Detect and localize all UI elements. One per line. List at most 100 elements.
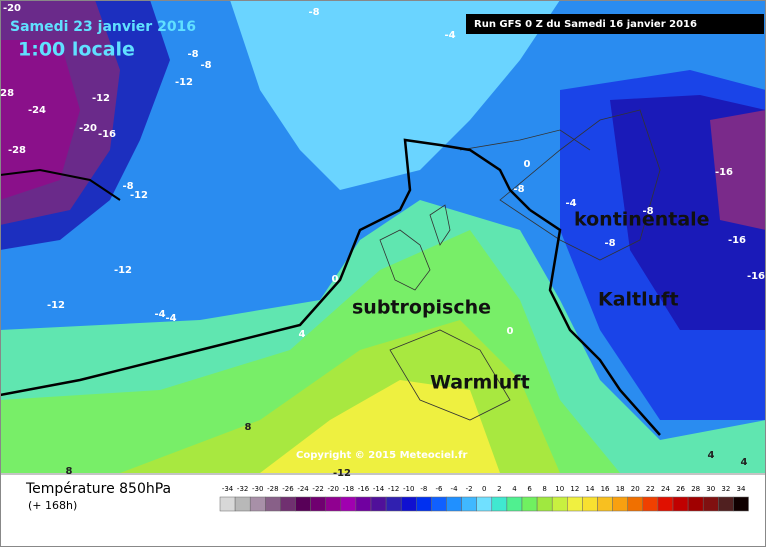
contour-label: -4 — [154, 309, 165, 320]
annotation: kontinentale — [574, 209, 710, 231]
legend-tick-label: 12 — [570, 485, 579, 493]
contour-label: -20 — [3, 3, 21, 14]
legend-swatch — [310, 496, 326, 512]
copyright: Copyright © 2015 Meteociel.fr — [296, 450, 467, 461]
contour-label: 0 — [524, 159, 531, 170]
legend-swatch — [461, 496, 477, 512]
contour-label: -4 — [444, 30, 455, 41]
legend-swatch — [687, 496, 704, 512]
contour-label: 0 — [507, 326, 514, 337]
contour-label: -8 — [122, 181, 133, 192]
contour-label: -16 — [747, 271, 765, 282]
legend-tick-label: -2 — [466, 485, 473, 493]
coastlines — [379, 109, 661, 421]
legend-tick-label: 8 — [542, 485, 546, 493]
contour-label: 4 — [741, 457, 748, 468]
legend-tick-label: 20 — [631, 485, 640, 493]
field-light — [230, 0, 560, 190]
legend-swatch — [733, 496, 749, 512]
run-box — [466, 14, 764, 34]
legend-tick-label: -32 — [237, 485, 248, 493]
legend-swatch — [597, 496, 613, 512]
legend-swatch — [325, 496, 342, 512]
legend-swatch — [582, 496, 598, 512]
legend-tick-label: 26 — [676, 485, 685, 493]
legend-subtitle: (+ 168h) — [28, 499, 77, 512]
contour-label: -12 — [114, 265, 132, 276]
legend-swatch — [385, 496, 402, 512]
legend-tick-label: -6 — [435, 485, 443, 493]
legend-tick-label: 6 — [527, 485, 532, 493]
contour-label: -4 — [565, 198, 576, 209]
contour-label: -28 — [0, 88, 14, 99]
legend-swatch — [657, 496, 674, 512]
contour-label: -4 — [165, 313, 176, 324]
contour-label: -8 — [187, 49, 198, 60]
legend-swatch — [355, 496, 372, 512]
zero-line-west — [0, 168, 121, 201]
front-line — [0, 138, 531, 397]
legend-swatch — [234, 496, 251, 512]
legend-tick-label: -24 — [297, 485, 309, 493]
legend-tick-label: -34 — [222, 485, 234, 493]
legend-swatch — [431, 496, 447, 512]
legend-swatch — [340, 496, 357, 512]
legend-swatch — [718, 496, 734, 512]
contour-label: -16 — [728, 235, 746, 246]
legend-title: Température 850hPa — [25, 481, 171, 497]
contour-label: -8 — [642, 206, 653, 217]
contour-label: -12 — [47, 300, 65, 311]
legend-tick-label: -4 — [451, 485, 459, 493]
contour-label: -8 — [513, 184, 524, 195]
contour-label: -12 — [175, 77, 193, 88]
contour-label: -12 — [92, 93, 110, 104]
legend-tick-label: 16 — [601, 485, 610, 493]
contour-label: -16 — [98, 129, 116, 140]
legend-swatch — [567, 496, 583, 512]
legend-tick-label: -20 — [328, 485, 339, 493]
contour-label: -16 — [715, 167, 733, 178]
legend-swatch — [612, 496, 628, 512]
field-warmest — [260, 380, 500, 473]
time-label: 1:00 locale — [18, 39, 135, 61]
legend-tick-label: 14 — [585, 485, 594, 493]
legend-tick-label: 22 — [646, 485, 655, 493]
legend-tick-label: -26 — [282, 485, 294, 493]
legend-swatch — [642, 496, 659, 512]
legend-swatch — [370, 496, 387, 512]
legend-tick-label: 4 — [512, 485, 517, 493]
legend-swatch — [280, 496, 296, 512]
legend-swatch — [702, 496, 719, 512]
legend-tick-label: 10 — [555, 485, 564, 493]
legend-tick-label: 0 — [482, 485, 486, 493]
legend-swatch — [476, 496, 493, 512]
annotation: Warmluft — [430, 372, 530, 394]
temperature-field — [0, 0, 766, 473]
legend-tick-label: -14 — [373, 485, 385, 493]
legend-tick-label: -10 — [403, 485, 414, 493]
contour-label: 4 — [299, 329, 306, 340]
legend-tick-label: -30 — [252, 485, 263, 493]
annotation: Kaltluft — [598, 289, 679, 311]
contour-label: -8 — [200, 60, 211, 71]
contour-label: -20 — [79, 123, 97, 134]
field-core — [0, 40, 80, 200]
contour-label: -8 — [604, 238, 615, 249]
legend-tick-label: 30 — [706, 485, 715, 493]
contour-label: 8 — [66, 466, 73, 477]
contour-label: -28 — [8, 145, 26, 156]
legend-tick-label: -8 — [420, 485, 427, 493]
legend-swatch — [265, 496, 281, 512]
legend-swatch — [506, 496, 523, 512]
contour-label: 4 — [708, 450, 715, 461]
legend-swatch — [446, 496, 462, 512]
contour-label: 8 — [245, 422, 252, 433]
run-label: Run GFS 0 Z du Samedi 16 janvier 2016 — [474, 19, 697, 30]
legend-tick-label: 28 — [691, 485, 700, 493]
legend-swatch — [400, 496, 417, 512]
legend-tick-label: -12 — [388, 485, 399, 493]
legend-swatch — [416, 496, 432, 512]
legend-tick-label: -22 — [312, 485, 323, 493]
contour-label: -8 — [308, 7, 319, 18]
